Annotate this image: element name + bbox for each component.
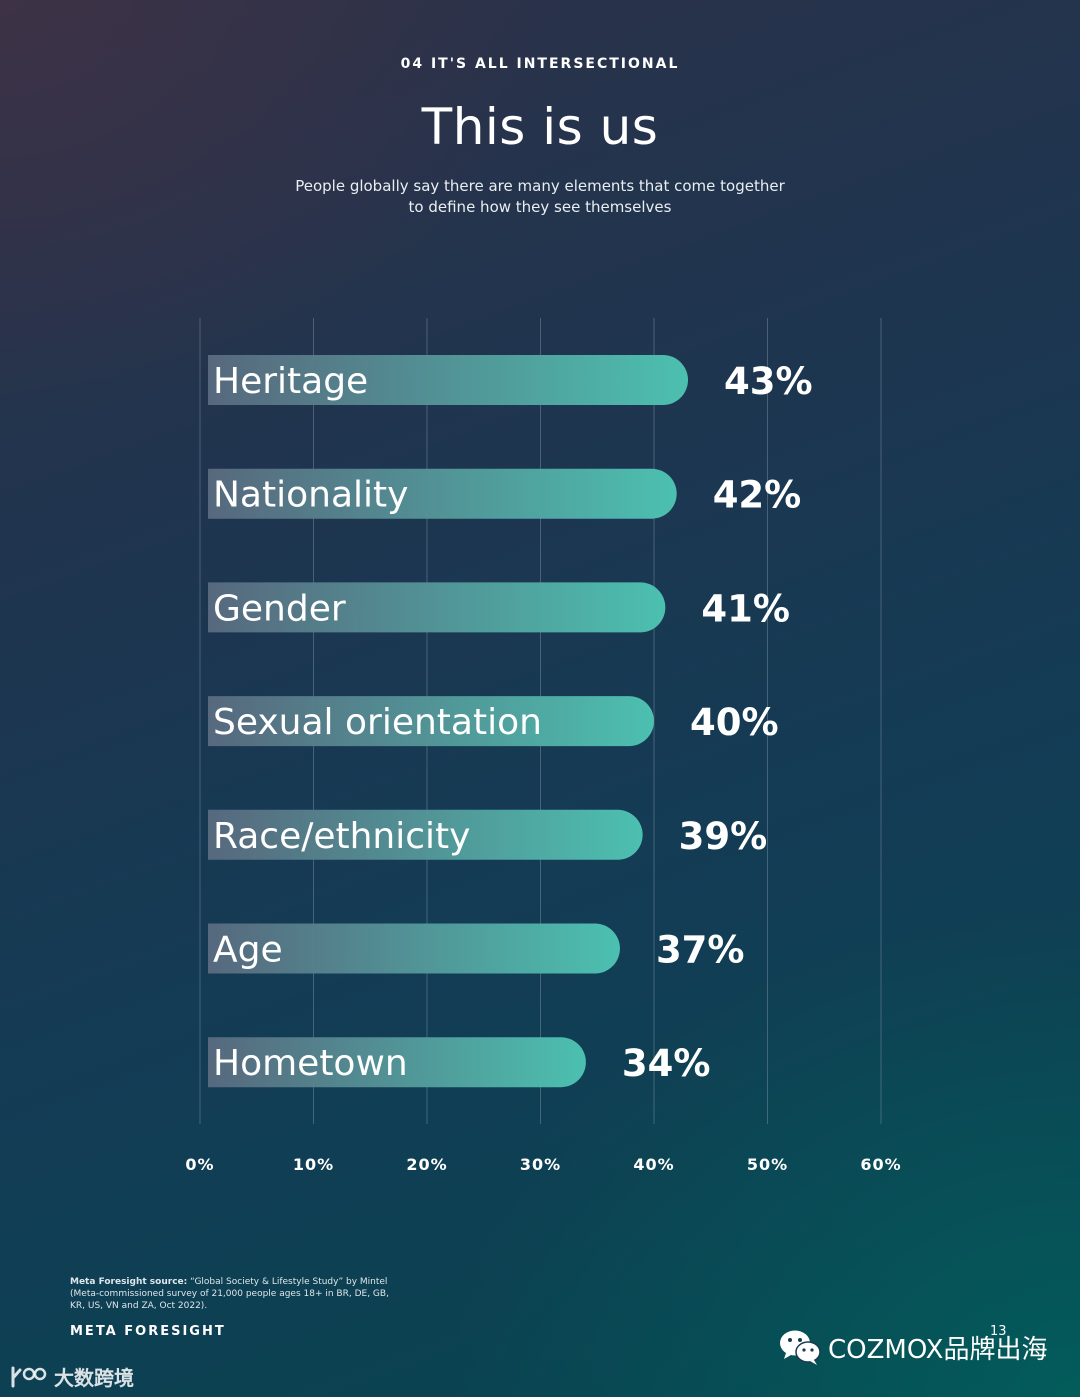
- chart-bars: Heritage 43% Nationality 42% Gender 41% Sexual…: [208, 355, 813, 1088]
- bar-category-label: Age: [213, 930, 283, 971]
- bar-category-label: Heritage: [213, 361, 368, 402]
- bar-value-label: 40%: [690, 701, 779, 744]
- watermark-right: COZMOX品牌出海: [778, 1328, 1047, 1366]
- bar-category-label: Nationality: [213, 475, 408, 516]
- bar: [208, 1037, 586, 1088]
- watermark-left: 大数跨境: [10, 1362, 134, 1391]
- bar-value-label: 42%: [713, 474, 802, 517]
- wechat-icon: [780, 1330, 821, 1365]
- page-title: This is us: [421, 98, 659, 156]
- x-tick-label: 10%: [293, 1155, 334, 1174]
- x-tick-label: 60%: [860, 1155, 901, 1174]
- watermark-left-text: 大数跨境: [54, 1366, 134, 1390]
- chart-x-axis: 0% 10% 20% 30% 40% 50% 60%: [185, 1155, 901, 1174]
- bar: [208, 696, 654, 747]
- bar-value-label: 43%: [724, 360, 813, 403]
- bar-category-label: Sexual orientation: [213, 702, 542, 743]
- bar: [208, 582, 666, 633]
- bar: [208, 809, 643, 860]
- page-subtitle: People globally say there are many eleme…: [295, 177, 785, 216]
- brand-name: META FORESIGHT: [70, 1324, 226, 1339]
- x-tick-label: 0%: [185, 1155, 214, 1174]
- source-label: Meta Foresight source:: [70, 1277, 188, 1287]
- bar-value-label: 39%: [679, 815, 768, 858]
- bar: [208, 923, 620, 974]
- bar-category-label: Gender: [213, 588, 346, 629]
- source-text: “Global Society & Lifestyle Study” by Mi…: [70, 1277, 389, 1311]
- section-eyebrow: 04 IT'S ALL INTERSECTIONAL: [400, 56, 680, 72]
- page-number: 13: [990, 1324, 1007, 1339]
- bar-value-label: 37%: [656, 929, 745, 972]
- bar-value-label: 34%: [622, 1042, 711, 1085]
- x-tick-label: 30%: [520, 1155, 561, 1174]
- bar-value-label: 41%: [701, 587, 790, 630]
- bar: [208, 355, 689, 405]
- bar-category-label: Hometown: [213, 1043, 408, 1084]
- bar: [208, 468, 677, 519]
- x-tick-label: 50%: [747, 1155, 788, 1174]
- bar-category-label: Race/ethnicity: [213, 816, 470, 857]
- logo-icon: [11, 1366, 47, 1387]
- watermark-right-text: COZMOX品牌出海: [828, 1334, 1048, 1365]
- x-tick-label: 40%: [633, 1155, 674, 1174]
- x-tick-label: 20%: [406, 1155, 447, 1174]
- bar-chart: Heritage 43% Nationality 42% Gender 41% Sexual…: [185, 318, 901, 1174]
- source-footnote: Meta Foresight source: “Global Society &…: [70, 1276, 390, 1312]
